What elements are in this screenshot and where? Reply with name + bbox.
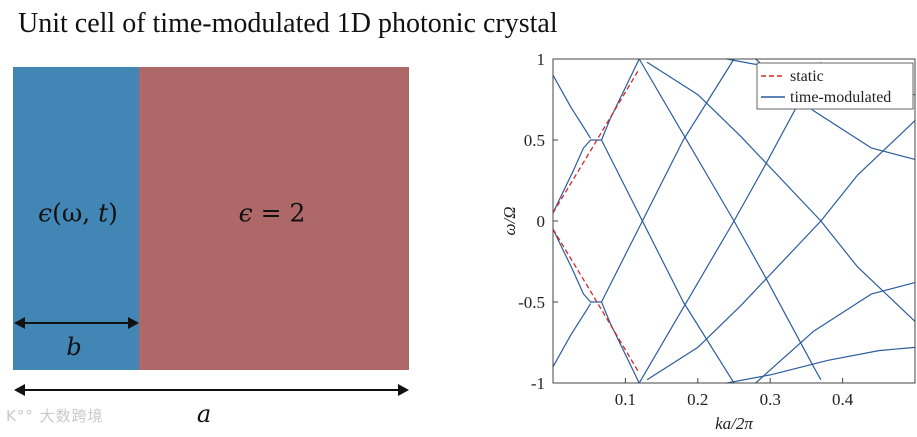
page-title: Unit cell of time-modulated 1D photonic … — [18, 8, 558, 39]
layer-epsilon-2-block — [139, 67, 409, 370]
time-modulated-band-line — [755, 282, 916, 384]
time-modulated-band-line — [552, 74, 592, 139]
epsilon-symbol: ϵ — [238, 198, 253, 228]
chart-legend: static time-modulated — [756, 62, 914, 110]
epsilon-value: = 2 — [252, 198, 306, 228]
chart-ticks: 0.1 0.2 0.3 0.4 1 0.5 0 -0.5 -1 — [518, 50, 854, 409]
x-axis-label: ka/2π — [715, 414, 753, 433]
time-modulated-band-line — [552, 228, 640, 384]
time-modulated-band-line — [638, 58, 822, 381]
epsilon-time-variable: t — [98, 198, 109, 228]
x-tick-label: 0.1 — [615, 390, 636, 409]
layer-b-permittivity-label: ϵ(ω, t) — [38, 199, 118, 228]
width-b-arrow-left-head — [14, 317, 25, 329]
time-modulated-band-line — [600, 58, 735, 303]
epsilon-close-paren: ) — [108, 198, 118, 228]
layer-b-block — [13, 67, 139, 370]
legend-box — [756, 62, 914, 110]
y-axis-label: ω/Ω — [500, 206, 519, 235]
y-tick-label: -0.5 — [518, 293, 545, 312]
static-band-line — [552, 69, 639, 214]
y-tick-label: -1 — [531, 374, 545, 393]
y-tick-label: 0 — [537, 212, 546, 231]
static-band-line — [552, 228, 639, 373]
time-modulated-band-line — [638, 61, 822, 384]
layer-rest-permittivity-label: ϵ = 2 — [239, 199, 306, 228]
time-modulated-band-line — [726, 346, 916, 384]
x-tick-label: 0.3 — [760, 390, 781, 409]
watermark-logo: K°° 大数跨境 — [6, 407, 104, 425]
time-modulated-band-line — [552, 58, 640, 214]
width-a-label: a — [196, 400, 212, 428]
width-b-arrow-right-head — [128, 317, 139, 329]
x-tick-label: 0.2 — [687, 390, 708, 409]
width-b-label: b — [66, 333, 82, 361]
width-a-arrow-left-head — [14, 384, 25, 396]
time-modulated-band-line — [646, 61, 916, 322]
time-modulated-band-line — [646, 120, 916, 381]
y-tick-label: 0.5 — [524, 131, 545, 150]
legend-label-static: static — [790, 68, 824, 85]
width-a-arrow-right-head — [398, 384, 409, 396]
epsilon-symbol: ϵ — [38, 198, 53, 228]
y-tick-label: 1 — [537, 50, 546, 69]
time-modulated-band-line — [600, 139, 735, 384]
legend-label-time-modulated: time-modulated — [790, 89, 891, 106]
time-modulated-band-line — [552, 303, 592, 368]
epsilon-args: (ω, — [52, 198, 99, 228]
x-tick-label: 0.4 — [832, 390, 854, 409]
unit-cell-diagram — [13, 67, 409, 370]
